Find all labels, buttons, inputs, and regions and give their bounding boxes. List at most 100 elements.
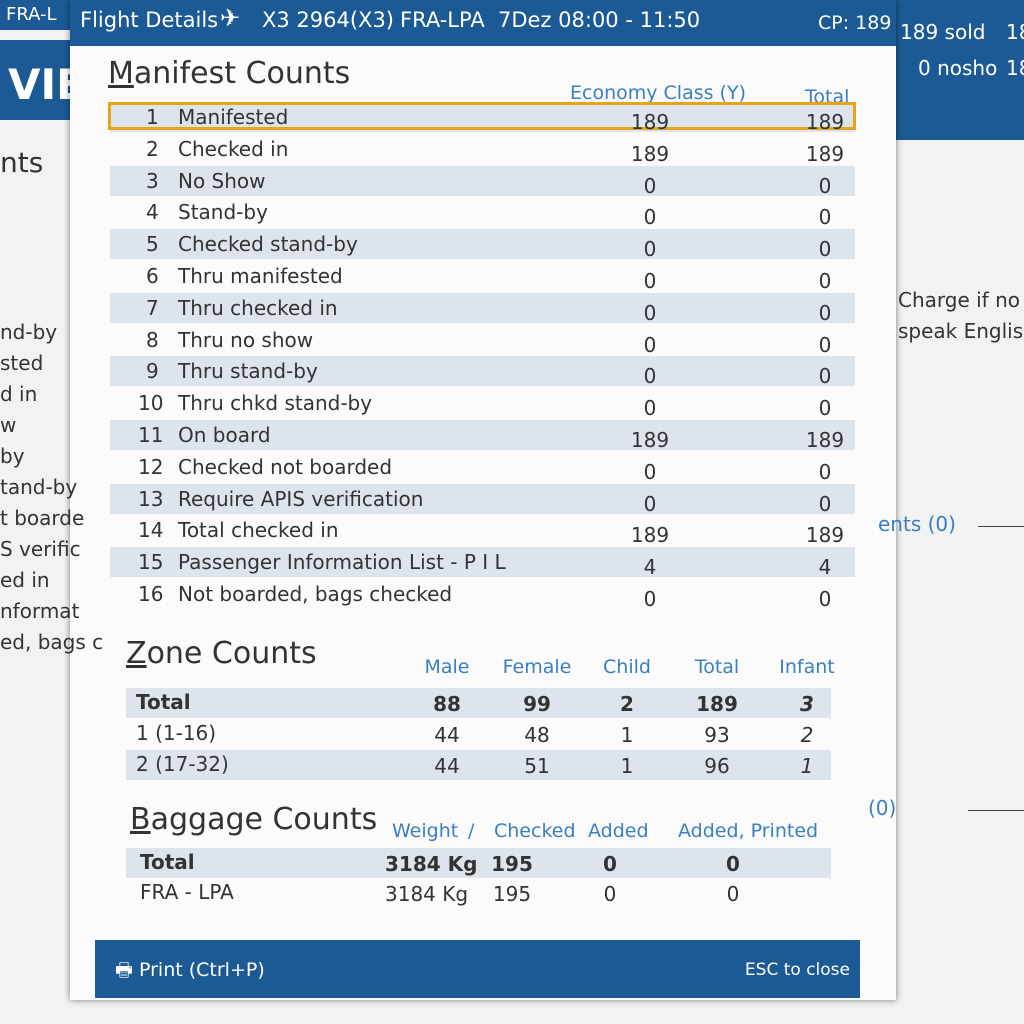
economy-count: 0 xyxy=(643,173,657,198)
row-number: 10 xyxy=(138,391,164,416)
left-item: t boarde xyxy=(0,506,85,530)
left-item: d in xyxy=(0,382,38,406)
column-header: Checked xyxy=(494,820,576,842)
total-count: 0 xyxy=(818,300,832,325)
economy-count: 4 xyxy=(643,555,657,580)
left-tab: FRA-L xyxy=(6,4,57,25)
zone-count: 1 xyxy=(620,754,634,778)
row-label: Passenger Information List - P I L xyxy=(178,550,506,575)
column-header: Total xyxy=(694,656,740,678)
zone-count: 88 xyxy=(433,692,461,716)
row-label: Checked stand-by xyxy=(178,232,358,257)
row-shade xyxy=(126,750,831,780)
economy-count: 189 xyxy=(630,110,670,134)
row-number: 5 xyxy=(146,232,159,257)
column-header: Weight xyxy=(392,820,459,842)
total-count: 0 xyxy=(818,396,832,421)
row-label: Checked not boarded xyxy=(178,454,393,479)
economy-count: 0 xyxy=(643,491,657,516)
row-label: Thru checked in xyxy=(178,295,338,320)
baggage-value: 0 xyxy=(726,882,740,906)
section-title: Zone Counts xyxy=(126,636,317,671)
economy-count: 0 xyxy=(643,269,657,293)
row-label: Stand-by xyxy=(178,200,268,225)
total-count: 0 xyxy=(818,364,832,389)
row-label: Thru chkd stand-by xyxy=(178,391,373,416)
left-item: nformat xyxy=(0,599,80,623)
print-label[interactable]: Print (Ctrl+P) xyxy=(138,959,265,981)
right-rule xyxy=(968,810,1024,811)
row-shade xyxy=(110,547,855,578)
row-shade xyxy=(110,292,855,323)
column-header: Infant xyxy=(779,656,835,678)
zone-count: 96 xyxy=(704,754,730,778)
column-header: Male xyxy=(424,656,470,678)
row-shade xyxy=(110,229,855,260)
total-count: 0 xyxy=(818,491,832,516)
row-number: 1 xyxy=(146,105,159,129)
left-item: ed in xyxy=(0,568,50,592)
row-label: Checked in xyxy=(178,136,289,161)
total-count: 0 xyxy=(818,269,832,293)
economy-count: 0 xyxy=(643,364,657,389)
zone-count: 1 xyxy=(620,723,634,747)
flight-details-dialog: Flight Details ✈ X3 2964(X3) FRA-LPA 7De… xyxy=(70,0,896,1000)
row-label: Thru stand-by xyxy=(178,359,318,384)
total-count: 4 xyxy=(818,555,832,580)
total-count: 0 xyxy=(818,332,832,357)
right-note: speak English c xyxy=(898,319,1024,343)
zone-count: 189 xyxy=(696,692,738,716)
right-link: (0) xyxy=(868,796,897,820)
row-number: 4 xyxy=(146,200,159,225)
row-number: 7 xyxy=(146,295,159,320)
left-heading-bar xyxy=(0,40,70,120)
total-count: 0 xyxy=(818,587,832,611)
row-shade xyxy=(110,483,855,514)
right-noshow: 0 nosho xyxy=(918,56,998,80)
total-count: 0 xyxy=(818,237,832,262)
left-item: S verific xyxy=(0,537,81,561)
row-shade xyxy=(110,356,855,387)
right-sold: 189 sold xyxy=(900,20,986,44)
left-bar xyxy=(0,0,70,30)
zone-count: 44 xyxy=(434,754,460,778)
total-count: 189 xyxy=(805,523,845,548)
total-count: 0 xyxy=(818,459,832,484)
column-header: Added xyxy=(588,820,649,842)
right-bar xyxy=(896,0,1024,140)
row-label: Not boarded, bags checked xyxy=(178,582,453,606)
dialog-header: Flight Details ✈ X3 2964(X3) FRA-LPA 7De… xyxy=(70,0,896,46)
baggage-value: 0 xyxy=(603,882,617,906)
row-number: 9 xyxy=(146,359,159,384)
economy-count: 0 xyxy=(643,332,657,357)
left-sub: nts xyxy=(0,146,44,179)
baggage-value: 0 xyxy=(726,852,740,876)
row-number: 6 xyxy=(146,264,159,288)
row-shade xyxy=(126,848,831,878)
row-label: On board xyxy=(178,423,271,447)
row-shade xyxy=(126,688,831,718)
row-label: No Show xyxy=(178,168,266,193)
economy-count: 189 xyxy=(630,428,670,452)
row-number: 11 xyxy=(138,423,164,447)
row-number: 14 xyxy=(138,518,164,543)
left-item: ed, bags c xyxy=(0,630,104,654)
flight-number: X3 2964(X3) xyxy=(262,8,394,32)
row-number: 15 xyxy=(138,550,164,575)
total-count: 0 xyxy=(818,205,832,230)
cp-count: CP: 189 xyxy=(818,12,892,34)
zone-count: 2 xyxy=(800,723,814,747)
row-number: 16 xyxy=(138,582,164,606)
economy-count: 0 xyxy=(643,459,657,484)
row-number: 12 xyxy=(138,454,164,479)
print-button[interactable]: 🖶 Print (Ctrl+P) xyxy=(115,959,265,981)
airline-icon: ✈ xyxy=(220,4,241,32)
right-note: Charge if no I xyxy=(898,288,1024,312)
close-hint[interactable]: ESC to close xyxy=(744,960,850,980)
economy-count: 0 xyxy=(643,300,657,325)
row-number: 8 xyxy=(146,327,159,352)
column-header: Child xyxy=(603,656,651,678)
zone-count: 99 xyxy=(523,692,551,716)
column-header: / xyxy=(468,820,475,842)
route: FRA-LPA xyxy=(400,8,485,32)
